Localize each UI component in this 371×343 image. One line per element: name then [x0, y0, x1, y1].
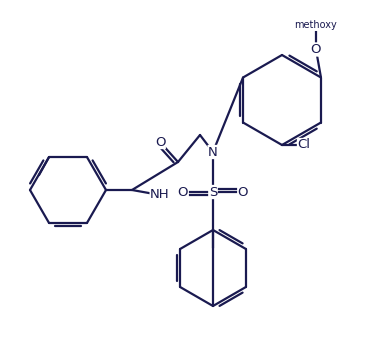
Text: O: O	[155, 135, 165, 149]
Text: S: S	[209, 186, 217, 199]
Text: NH: NH	[150, 189, 170, 201]
Text: O: O	[311, 43, 321, 56]
Text: methoxy: methoxy	[295, 21, 337, 31]
Text: N: N	[208, 145, 218, 158]
Text: O: O	[238, 186, 248, 199]
Text: Cl: Cl	[298, 139, 311, 152]
Text: O: O	[178, 186, 188, 199]
